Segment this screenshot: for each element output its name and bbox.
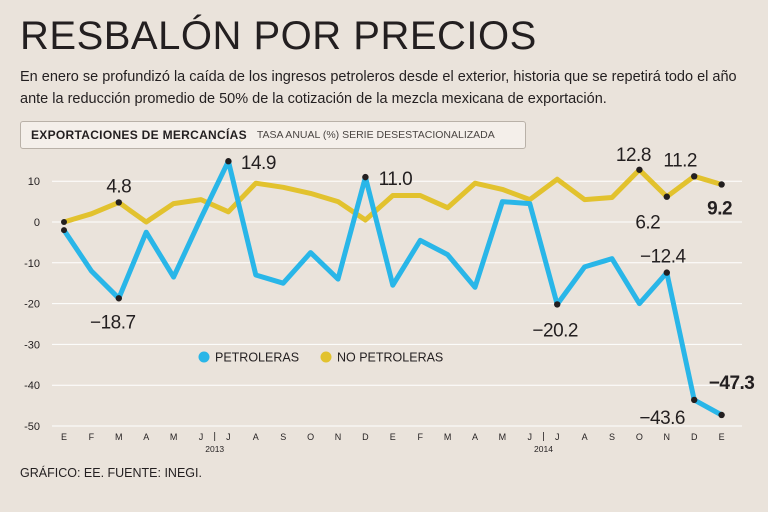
x-tick-label: A (253, 432, 259, 442)
y-tick-label: -50 (24, 421, 40, 433)
x-tick-label: F (89, 432, 95, 442)
data-point-marker (663, 269, 670, 276)
x-tick-label: J (528, 432, 533, 442)
legend-label: PETROLERAS (215, 351, 299, 365)
data-point-marker (691, 173, 698, 180)
description: En enero se profundizó la caída de los i… (20, 69, 737, 107)
x-tick-label: E (390, 432, 396, 442)
data-point-marker (61, 227, 67, 234)
data-point-marker (718, 181, 725, 188)
x-tick-label: O (636, 432, 643, 442)
y-tick-label: -40 (24, 380, 40, 392)
x-tick-label: A (143, 432, 149, 442)
x-tick-label: M (499, 432, 507, 442)
legend-swatch (198, 351, 210, 363)
x-tick-label: E (61, 432, 67, 442)
data-label: 6.2 (635, 213, 660, 234)
data-label: 11.0 (379, 169, 413, 190)
data-label: −12.4 (640, 247, 687, 268)
x-tick-label: D (362, 432, 369, 442)
x-tick-label: S (280, 432, 286, 442)
x-tick-label: M (115, 432, 123, 442)
data-point-marker (718, 411, 725, 419)
y-tick-label: -20 (24, 299, 40, 311)
data-point-marker (663, 193, 670, 200)
data-label: 14.9 (241, 153, 276, 174)
data-label: 9.2 (707, 198, 732, 219)
data-point-marker (554, 301, 561, 308)
x-tick-label: O (307, 432, 314, 442)
chart-title: EXPORTACIONES DE MERCANCÍAS (31, 128, 247, 142)
x-tick-label: D (691, 432, 698, 442)
page-title: RESBALÓN POR PRECIOS (20, 14, 537, 58)
x-tick-label: S (609, 432, 615, 442)
data-point-marker (115, 199, 123, 206)
y-tick-label: -10 (24, 258, 40, 270)
series-line-no-petroleras (61, 167, 725, 225)
data-point-marker (691, 396, 698, 404)
data-label: −43.6 (639, 408, 685, 429)
data-label: −47.3 (709, 373, 755, 394)
x-tick-label: F (417, 432, 423, 442)
x-tick-label: M (170, 432, 178, 442)
year-label: 2013 (205, 444, 224, 454)
data-label: 4.8 (106, 176, 131, 197)
chart-subheader: EXPORTACIONES DE MERCANCÍAS TASA ANUAL (… (20, 121, 526, 149)
series-line-petroleras (61, 158, 725, 418)
x-tick-label: A (582, 432, 588, 442)
data-point-marker (362, 173, 369, 181)
x-tick-label: N (664, 432, 671, 442)
y-tick-label: 0 (34, 217, 40, 229)
data-label: −20.2 (532, 320, 578, 341)
year-label: 2014 (534, 444, 553, 454)
x-tick-label: J (226, 432, 231, 442)
data-point-marker (115, 295, 123, 302)
x-tick-label: E (719, 432, 725, 442)
legend-swatch (320, 351, 332, 363)
chart-units-note: TASA ANUAL (%) SERIE DESESTACIONALIZADA (256, 129, 495, 141)
x-tick-label: J (555, 432, 560, 442)
x-tick-label: A (472, 432, 478, 442)
source-note: GRÁFICO: EE. FUENTE: INEGI. (20, 466, 202, 480)
y-tick-label: 10 (28, 176, 40, 188)
data-label: 12.8 (616, 145, 651, 166)
legend-label: NO PETROLERAS (337, 351, 443, 365)
data-label: 11.2 (663, 150, 697, 171)
x-tick-label: N (335, 432, 342, 442)
x-tick-label: M (444, 432, 452, 442)
data-point-marker (636, 166, 643, 173)
x-tick-label: J (199, 432, 204, 442)
data-label: −18.7 (90, 312, 136, 333)
data-point-marker (61, 219, 67, 225)
y-tick-label: -30 (24, 339, 40, 351)
data-point-marker (225, 158, 232, 165)
